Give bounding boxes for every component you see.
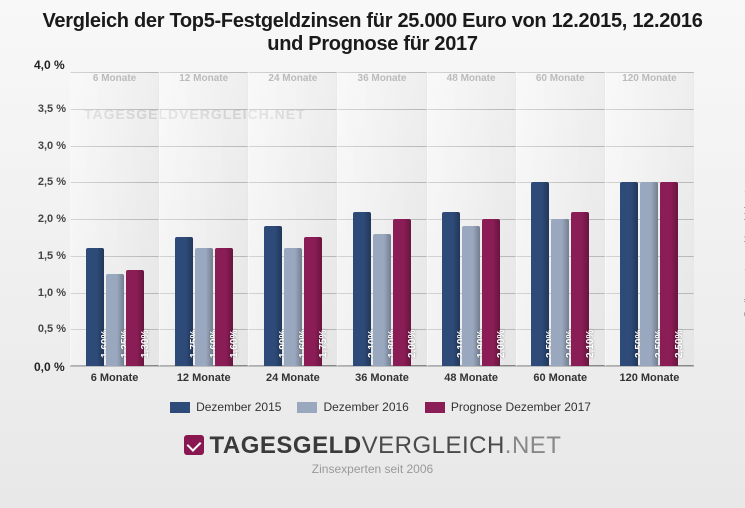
bar-value-label: 2,10% xyxy=(585,330,596,358)
x-tick-label: 36 Monate xyxy=(337,372,426,384)
brand-block: TAGESGELDVERGLEICH.NET Zinsexperten seit… xyxy=(0,432,745,476)
y-max-label: 4,0 % xyxy=(34,58,65,72)
y-tick-label: 1,5 % xyxy=(38,250,66,262)
column-header-ghost: 120 Monate xyxy=(605,73,694,84)
bar-value-label: 2,00% xyxy=(496,330,507,358)
brand-tagline: Zinsexperten seit 2006 xyxy=(0,462,745,476)
legend-swatch xyxy=(170,402,190,413)
column-header-ghost: 12 Monate xyxy=(159,73,248,84)
bar-value-label: 2,50% xyxy=(674,330,685,358)
legend-label: Dezember 2016 xyxy=(323,400,408,414)
x-tick-label: 24 Monate xyxy=(248,372,337,384)
legend-swatch xyxy=(425,402,445,413)
legend-label: Dezember 2015 xyxy=(196,400,281,414)
column-header-ghost: 48 Monate xyxy=(427,73,516,84)
plot-region: TAGESGELDVERGLEICH.NET 0,5 %1,0 %1,5 %2,… xyxy=(70,72,694,366)
brand-check-icon xyxy=(184,435,204,455)
chart-title: Vergleich der Top5-Festgeldzinsen für 25… xyxy=(0,0,745,60)
legend-swatch xyxy=(297,402,317,413)
column-header-ghost: 36 Monate xyxy=(337,73,426,84)
y-tick-label: 2,0 % xyxy=(38,213,66,225)
bar-value-label: 1,60% xyxy=(229,330,240,358)
chart-area: 4,0 % TAGESGELDVERGLEICH.NET 0,5 %1,0 %1… xyxy=(34,64,714,394)
x-tick-label: 60 Monate xyxy=(516,372,605,384)
x-tick-label: 12 Monate xyxy=(159,372,248,384)
bar-value-label: 1,75% xyxy=(318,330,329,358)
y-tick-label: 3,5 % xyxy=(38,103,66,115)
column-header-ghost: 6 Monate xyxy=(70,73,159,84)
brand-logo: TAGESGELDVERGLEICH.NET xyxy=(0,432,745,460)
y-tick-label: 0,5 % xyxy=(38,323,66,335)
column-header-ghost: 24 Monate xyxy=(248,73,337,84)
legend: Dezember 2015 Dezember 2016 Prognose Dezem… xyxy=(0,400,745,414)
y-tick-label: 2,5 % xyxy=(38,176,66,188)
y-tick-label: 1,0 % xyxy=(38,287,66,299)
y-min-label: 0,0 % xyxy=(34,360,65,374)
x-tick-label: 6 Monate xyxy=(70,372,159,384)
x-tick-label: 120 Monate xyxy=(605,372,694,384)
x-tick-label: 48 Monate xyxy=(427,372,516,384)
bar-value-label: 2,00% xyxy=(407,330,418,358)
gridline xyxy=(70,366,694,367)
column-header-ghost: 60 Monate xyxy=(516,73,605,84)
legend-label: Prognose Dezember 2017 xyxy=(451,400,591,414)
bar-value-label: 1,30% xyxy=(140,330,151,358)
y-tick-label: 3,0 % xyxy=(38,140,66,152)
